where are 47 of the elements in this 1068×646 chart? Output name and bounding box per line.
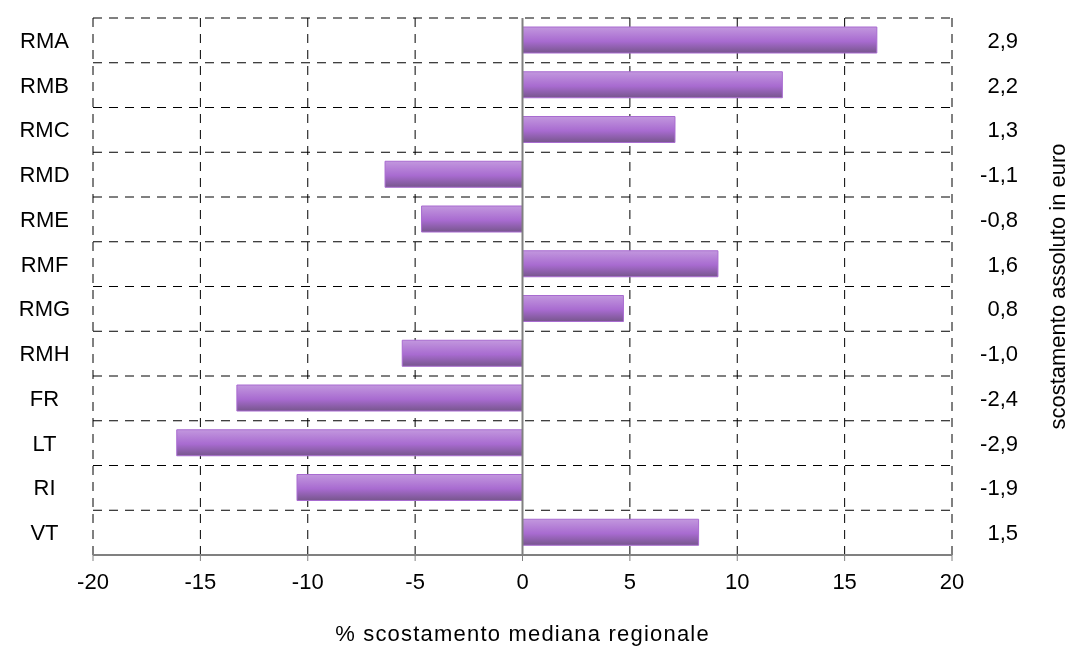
bar: [401, 339, 523, 367]
y2-tick-label: 0,8: [987, 296, 1018, 322]
y-tick-label: RME: [20, 206, 69, 232]
y2-tick-label: -0,8: [980, 206, 1018, 232]
y-tick-label: RMD: [19, 162, 70, 188]
bar: [522, 116, 676, 143]
bar: [421, 205, 523, 233]
x-tick-label: -10: [291, 568, 324, 594]
y2-tick-label: -1,9: [980, 475, 1018, 501]
bar: [296, 474, 523, 501]
x-tick-label: 10: [725, 568, 750, 594]
bar: [236, 384, 523, 412]
y2-tick-label: -1,0: [980, 341, 1018, 367]
y-tick-label: RMF: [20, 251, 69, 277]
y2-tick-label: -1,1: [980, 162, 1018, 188]
y-tick-label: RMA: [20, 27, 70, 53]
bar: [522, 518, 700, 546]
bar: [384, 160, 523, 188]
y-tick-label: LT: [32, 430, 57, 456]
bar: [522, 295, 624, 322]
x-axis-title: % scostamento mediana regionale: [335, 620, 710, 646]
x-tick-label: -5: [405, 568, 425, 594]
y-tick-label: RMG: [18, 296, 71, 322]
y2-tick-label: 2,2: [987, 72, 1018, 98]
bar: [522, 26, 878, 54]
x-tick-label: -15: [184, 568, 217, 594]
y2-tick-label: -2,4: [980, 385, 1018, 411]
y-tick-label: RMH: [19, 341, 70, 367]
bar: [176, 429, 523, 457]
x-tick-label: 0: [516, 568, 529, 594]
y-tick-label: FR: [29, 385, 60, 411]
x-tick-label: -20: [77, 568, 109, 594]
y2-tick-label: 1,5: [987, 520, 1018, 546]
x-tick-label: 20: [939, 568, 965, 594]
x-tick-label: 15: [832, 568, 857, 594]
y-tick-label: RMC: [19, 117, 70, 143]
bar: [522, 250, 719, 278]
y2-tick-label: -2,9: [980, 430, 1018, 456]
y2-tick-label: 2,9: [987, 27, 1018, 53]
x-tick-label: 5: [623, 568, 636, 594]
y2-tick-label: 1,6: [987, 251, 1018, 277]
bar: [522, 71, 783, 99]
y2-tick-label: 1,3: [987, 117, 1018, 143]
y-tick-label: VT: [30, 520, 59, 546]
y2-axis-title: scostamento assoluto in euro: [1044, 143, 1068, 430]
y-tick-label: RMB: [20, 72, 69, 98]
y-tick-label: RI: [33, 475, 56, 501]
